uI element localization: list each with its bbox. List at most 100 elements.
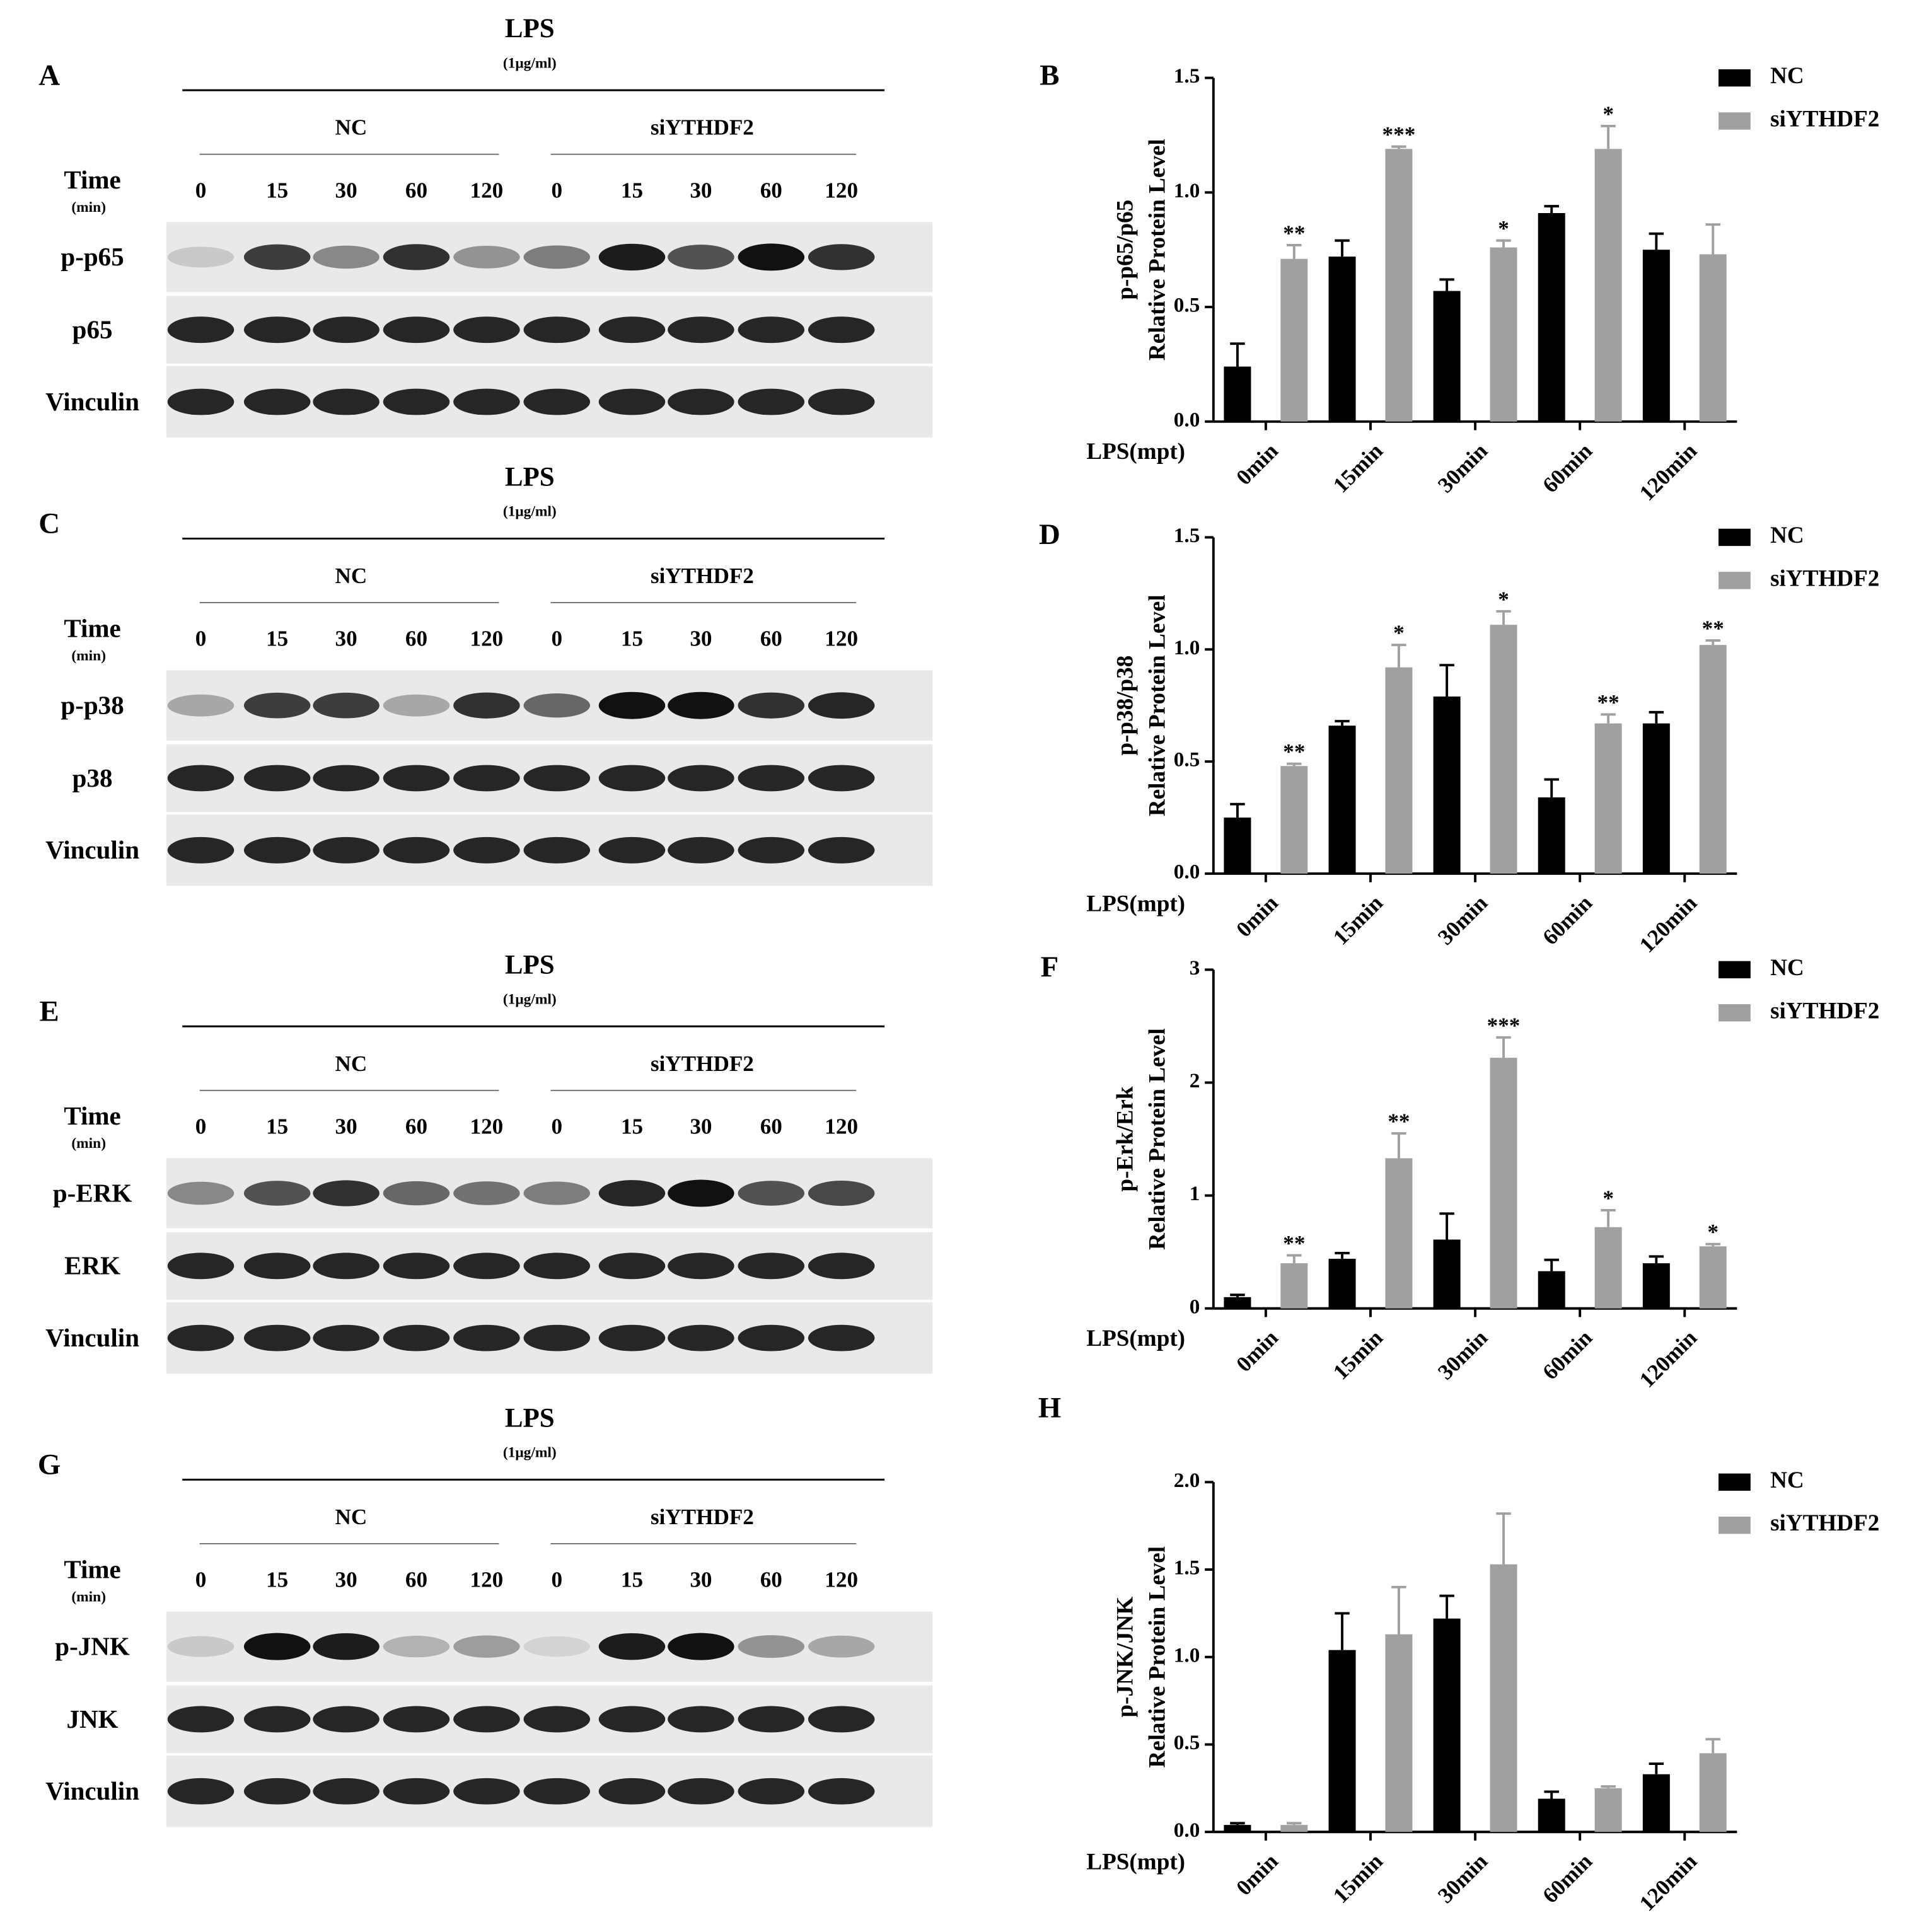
band [243, 765, 311, 792]
time-point: 60 [405, 178, 427, 202]
time-point: 60 [405, 1114, 427, 1139]
time-point: 60 [760, 178, 782, 202]
group-label: siYTHDF2 [651, 1051, 754, 1076]
error-bar [1439, 278, 1454, 291]
error-bar [1391, 1132, 1406, 1159]
error-bar [1287, 762, 1302, 766]
error-bar [1601, 124, 1616, 149]
band [598, 691, 666, 719]
band [313, 1633, 380, 1660]
y-axis-label: Relative Protein Level [1144, 1028, 1170, 1250]
band [167, 1324, 235, 1351]
y-tick-label: 1.5 [1174, 64, 1200, 88]
error-bar [1544, 778, 1559, 798]
bar [1224, 366, 1251, 422]
y-tick-label: 3 [1190, 956, 1200, 980]
significance-label: ** [1388, 1109, 1410, 1134]
error-bar [1544, 1258, 1559, 1271]
band [313, 692, 380, 719]
bar [1280, 258, 1308, 422]
error-bar [1391, 644, 1406, 668]
legend-swatch [1719, 572, 1751, 589]
significance-label: ** [1283, 739, 1305, 764]
band [243, 692, 311, 719]
time-point: 60 [760, 1568, 782, 1592]
time-point: 0 [551, 1568, 562, 1592]
band [383, 694, 450, 717]
blot-panel: G LPS (1μg/ml) NC siYTHDF2 Time (min) 0 15 30 60 12… [38, 1403, 933, 1827]
bar [1594, 723, 1622, 874]
bar [1490, 1058, 1517, 1309]
band [383, 836, 450, 864]
band [167, 246, 235, 268]
band [738, 388, 805, 415]
group-label: NC [335, 564, 368, 588]
panel-letter: B [1040, 59, 1059, 91]
treatment-label: LPS [505, 1403, 555, 1433]
bar [1385, 1634, 1413, 1832]
time-point: 0 [195, 627, 207, 651]
band [808, 1778, 875, 1805]
treatment-label: LPS [505, 14, 555, 43]
band [523, 836, 591, 864]
bar [1642, 250, 1670, 422]
band [738, 765, 805, 792]
error-bar [1439, 664, 1454, 697]
band [313, 836, 380, 864]
legend-label: siYTHDF2 [1770, 565, 1879, 591]
band [738, 1324, 805, 1351]
time-point: 120 [825, 1114, 858, 1139]
band [738, 316, 805, 344]
band [668, 1324, 734, 1351]
bar [1385, 667, 1413, 874]
y-tick-label: 0.0 [1174, 1819, 1200, 1842]
y-axis-label: Relative Protein Level [1144, 594, 1170, 816]
time-point: 0 [195, 1568, 207, 1592]
y-axis-label: p-JNK/JNK [1113, 1597, 1139, 1718]
legend-swatch [1719, 528, 1751, 547]
row-label: p65 [72, 315, 113, 344]
error-bar [1601, 713, 1616, 724]
band [598, 765, 666, 792]
band [523, 388, 591, 415]
bar [1328, 1650, 1356, 1832]
time-point: 15 [266, 1568, 288, 1592]
y-tick-label: 0.5 [1174, 1731, 1200, 1754]
row-label: ERK [64, 1251, 120, 1280]
band [808, 1706, 875, 1733]
band [738, 1778, 805, 1805]
band [167, 316, 235, 344]
significance-label: * [1707, 1220, 1719, 1244]
band [523, 1636, 591, 1657]
time-point: 120 [470, 1114, 504, 1139]
time-point: 60 [760, 1114, 782, 1139]
group-label: NC [335, 1051, 368, 1076]
time-point: 15 [266, 1114, 288, 1139]
bar [1385, 149, 1413, 422]
band [167, 1252, 235, 1280]
error-bar [1391, 1585, 1406, 1634]
band [453, 1252, 520, 1280]
time-label: Time [64, 1101, 120, 1130]
bar [1538, 1271, 1565, 1309]
y-tick-label: 0.0 [1174, 408, 1200, 431]
band [808, 244, 875, 270]
error-bar [1544, 205, 1559, 214]
significance-label: *** [1382, 122, 1416, 147]
bar [1328, 257, 1356, 422]
time-point: 15 [266, 627, 288, 651]
time-point: 0 [551, 178, 562, 202]
panel-letter: E [40, 995, 59, 1027]
y-tick-label: 1 [1190, 1182, 1200, 1205]
time-point: 30 [335, 178, 357, 202]
x-tick-label: 30min [1433, 890, 1492, 949]
error-bar [1230, 802, 1245, 818]
band [668, 1633, 734, 1660]
time-point: 60 [405, 1568, 427, 1592]
legend-swatch [1719, 1004, 1751, 1022]
time-point: 0 [195, 1114, 207, 1139]
band [243, 1778, 311, 1805]
row-label: Vinculin [45, 387, 139, 416]
dose-label: (1μg/ml) [503, 504, 557, 520]
